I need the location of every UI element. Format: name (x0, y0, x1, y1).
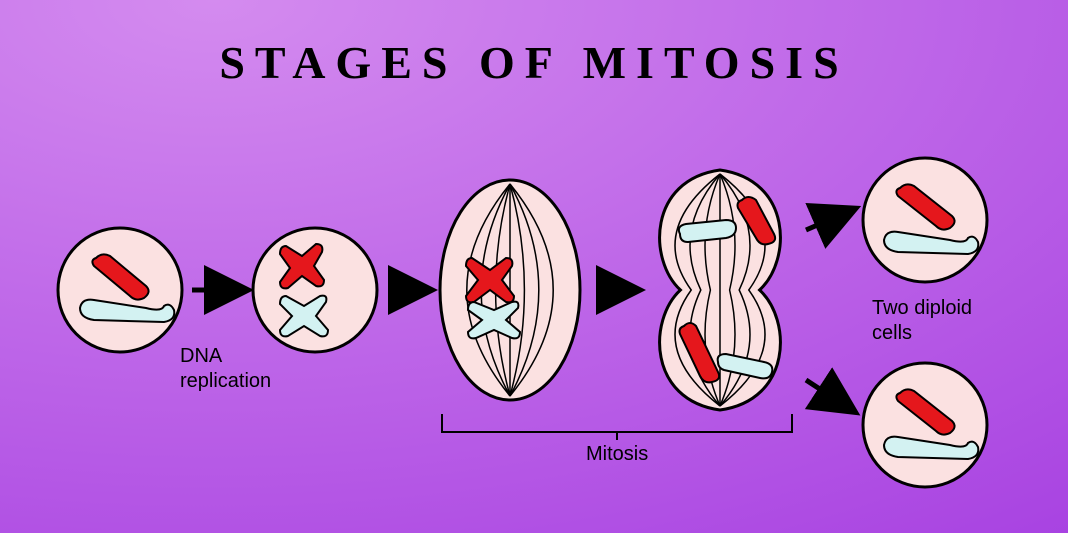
cell-stage-4-anaphase (660, 170, 781, 410)
label-dna-replication: DNAreplication (180, 344, 271, 394)
cell-daughter-top (863, 158, 987, 282)
arrow-4-top (806, 210, 852, 230)
mitosis-diagram (0, 0, 1068, 533)
label-two-diploid: Two diploidcells (872, 296, 972, 346)
mitosis-bracket (442, 414, 792, 440)
cell-stage-3-spindle (440, 180, 580, 400)
diagram-canvas: STAGES OF MITOSIS (0, 0, 1068, 533)
label-mitosis: Mitosis (586, 442, 648, 467)
cell-daughter-bottom (863, 363, 987, 487)
cell-stage-1 (58, 228, 182, 352)
arrow-4-bottom (806, 380, 852, 410)
cell-stage-2 (253, 228, 377, 352)
